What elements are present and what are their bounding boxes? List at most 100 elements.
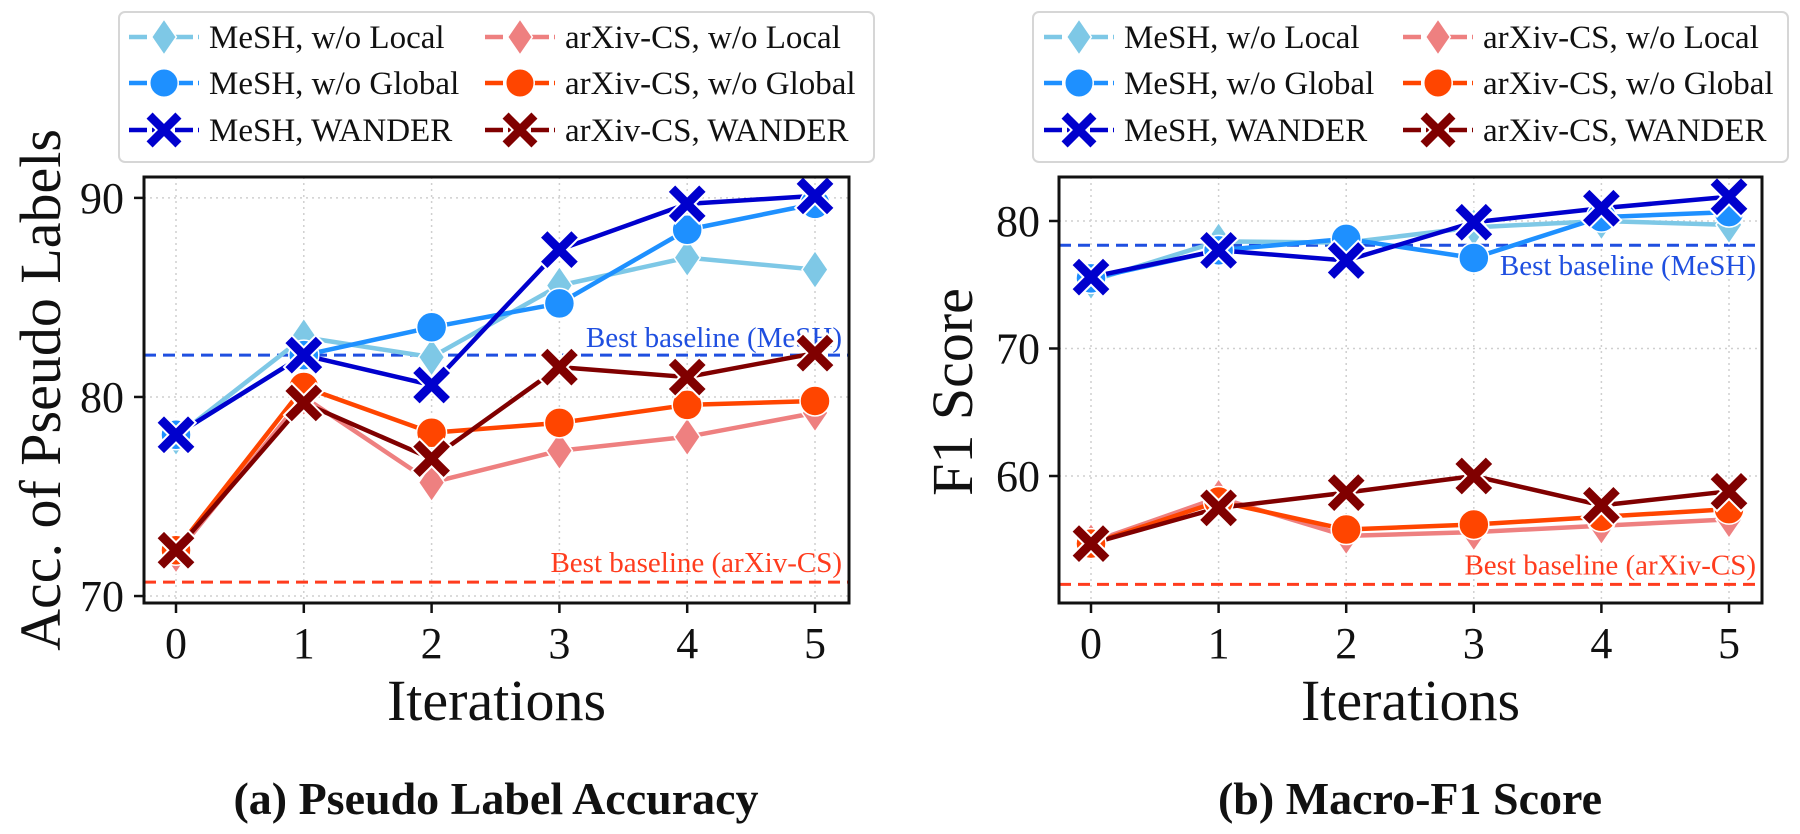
legend-entry: MeSH, WANDER (129, 109, 452, 151)
x-marker-stroke (796, 334, 834, 372)
data-point-x (1452, 201, 1495, 244)
legend-label: arXiv-CS, w/o Global (1483, 66, 1774, 102)
x-marker-stroke (1710, 472, 1748, 510)
data-point-x (1197, 486, 1240, 530)
legend-label: arXiv-CS, w/o Local (565, 20, 841, 56)
series-line (174, 394, 816, 556)
legend-label: arXiv-CS, WANDER (1483, 113, 1767, 149)
y-axis-label: Acc. of Pseudo Labels (8, 129, 73, 651)
x-marker-stroke (285, 336, 323, 374)
legend-entry: arXiv-CS, w/o Local (485, 17, 841, 57)
x-tick-label: 2 (1335, 619, 1357, 668)
x-marker-stroke (413, 440, 450, 478)
data-point-x (793, 331, 837, 375)
legend-marker-diamond-icon (506, 17, 534, 57)
y-axis-label: F1 Score (920, 288, 985, 496)
plot-frame (1057, 175, 1764, 605)
x-marker-stroke (1200, 231, 1237, 269)
legend-marker-circle-icon (1064, 68, 1094, 98)
y-tick-label: 80 (80, 373, 124, 422)
series-line (1090, 218, 1730, 284)
legend-marker-circle-icon (505, 68, 535, 98)
data-point-circle (543, 407, 576, 439)
series-line (174, 255, 816, 439)
data-point-circle (1458, 242, 1490, 274)
x-marker-stroke (1583, 189, 1620, 227)
y-tick-label: 90 (80, 174, 124, 223)
panel-pseudo-label-accuracy: Best baseline (MeSH)Best baseline (arXiv… (8, 11, 875, 824)
series-markers (1069, 454, 1751, 565)
y-tick-label: 70 (996, 324, 1040, 373)
data-point-x (1197, 229, 1240, 272)
legend-entry: arXiv-CS, w/o Local (1403, 17, 1759, 57)
data-point-x (1580, 484, 1623, 527)
legend-label: MeSH, WANDER (209, 113, 452, 149)
legend-entry: MeSH, w/o Local (1044, 17, 1360, 57)
data-point-x (1325, 471, 1368, 514)
series-line (174, 350, 816, 552)
series-markers (154, 331, 837, 572)
legend-entry: MeSH, w/o Global (129, 66, 459, 102)
legend-entry: MeSH, w/o Global (1044, 66, 1374, 102)
x-marker-stroke (1420, 112, 1456, 148)
x-tick-label: 3 (548, 619, 570, 668)
data-point-x (666, 182, 709, 226)
legend-marker-diamond-icon (1065, 17, 1093, 57)
x-marker-stroke (1710, 178, 1748, 216)
legend-marker-x-icon (143, 109, 185, 151)
x-tick-label: 1 (1208, 619, 1230, 668)
data-point-circle (415, 311, 448, 344)
series-markers (1069, 175, 1751, 299)
x-marker-stroke (668, 358, 706, 396)
legend-marker-diamond-icon (150, 17, 178, 57)
legend-entry: MeSH, WANDER (1044, 109, 1367, 151)
x-marker-stroke (285, 384, 323, 422)
x-tick-label: 3 (1463, 619, 1485, 668)
legend-label: arXiv-CS, w/o Global (565, 66, 856, 102)
legend-frame (118, 11, 875, 163)
x-tick-label: 5 (1718, 619, 1740, 668)
data-point-x (1707, 470, 1751, 513)
panel-title: (b) Macro-F1 Score (1218, 773, 1602, 824)
legend-entry: arXiv-CS, WANDER (485, 109, 849, 151)
data-point-x (1580, 187, 1623, 230)
data-point-circle (415, 417, 448, 449)
data-point-x (282, 381, 325, 425)
legend: MeSH, w/o Local MeSH, w/o Global MeSH, WAN… (1032, 11, 1789, 163)
data-point-circle (799, 385, 831, 417)
legend-label: MeSH, w/o Global (1124, 66, 1374, 102)
x-marker-stroke (1061, 112, 1097, 148)
plot-frame (142, 175, 851, 605)
data-point-circle (1330, 513, 1362, 546)
data-point-x (410, 437, 453, 480)
baseline-label: Best baseline (arXiv-CS) (1464, 549, 1756, 581)
grid (144, 177, 849, 603)
series-line (1090, 495, 1730, 545)
x-marker-stroke (413, 366, 450, 404)
x-marker-stroke (157, 531, 195, 569)
x-tick-label: 5 (804, 619, 826, 668)
data-point-x (666, 355, 709, 399)
legend-entry: arXiv-CS, w/o Global (485, 66, 856, 102)
x-axis-label: Iterations (1301, 668, 1520, 733)
data-point-x (154, 529, 198, 572)
data-point-diamond (673, 416, 702, 458)
legend-entry: arXiv-CS, WANDER (1403, 109, 1767, 151)
legend-marker-circle-icon (149, 68, 179, 98)
data-point-x (1707, 175, 1751, 218)
data-point-x (538, 228, 581, 271)
x-marker-stroke (1455, 203, 1493, 241)
x-marker-stroke (1072, 258, 1110, 296)
series-line (1090, 473, 1730, 546)
panel-macro-f1-score: Best baseline (MeSH) Best baseline (arXiv… (920, 11, 1789, 824)
x-marker-stroke (1327, 474, 1365, 511)
x-marker-stroke (1327, 242, 1365, 279)
x-marker-stroke (796, 177, 834, 215)
series-markers (154, 174, 837, 456)
data-point-diamond (673, 237, 702, 278)
x-tick-label: 1 (293, 619, 315, 668)
x-tick-label: 4 (676, 619, 698, 668)
x-marker-stroke (146, 112, 182, 148)
baseline-label: Best baseline (arXiv-CS) (550, 547, 842, 579)
